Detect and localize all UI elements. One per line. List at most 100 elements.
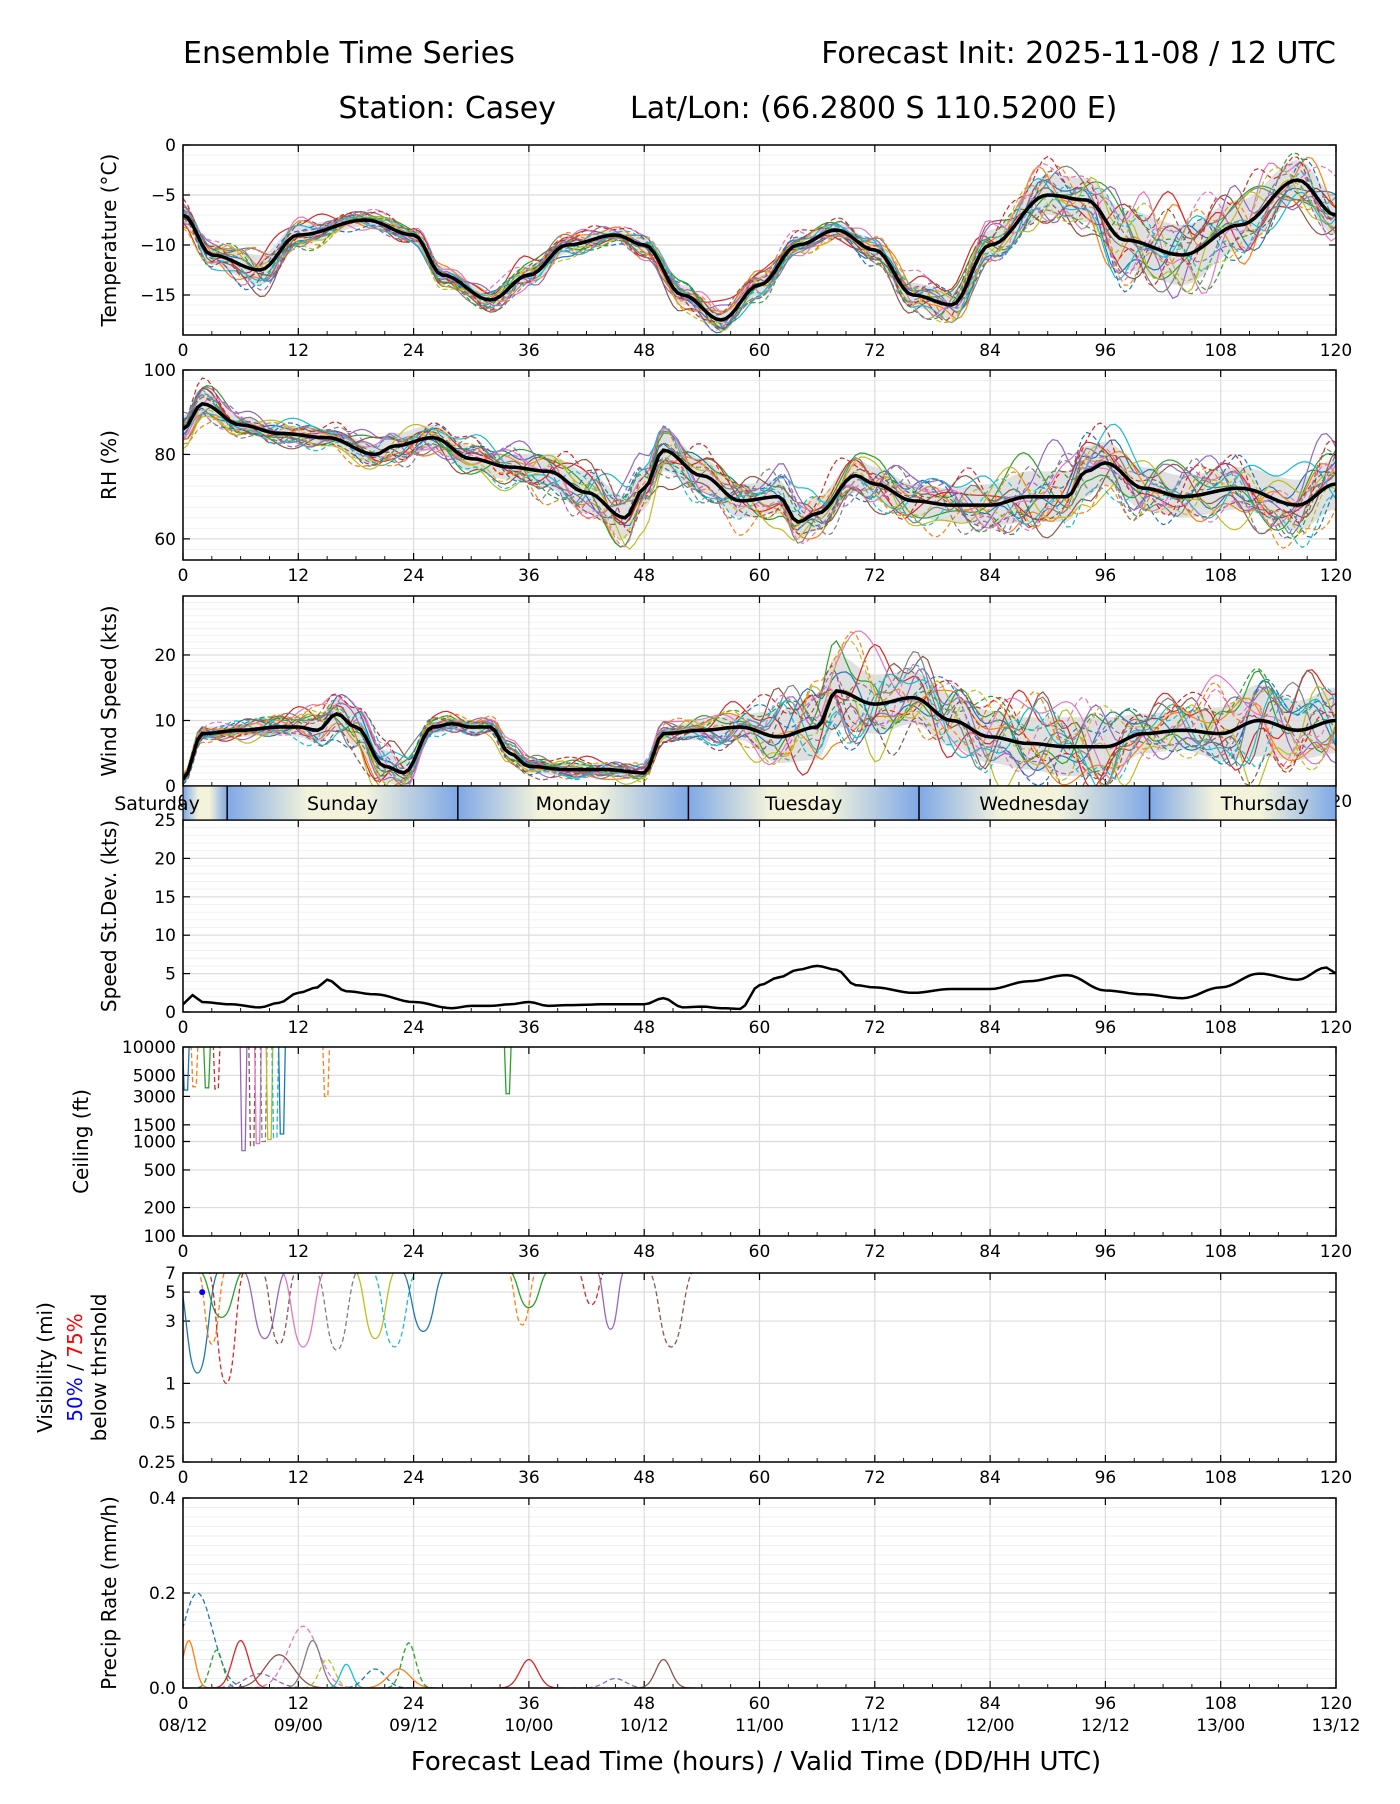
precip-ylabel: Precip Rate (mm/h) <box>97 1496 121 1690</box>
wind-member-line <box>183 680 1336 786</box>
visibility-member-dip <box>402 1273 444 1333</box>
stdev-ytick-label: 25 <box>154 811 176 831</box>
ceiling-member-dip <box>322 1047 331 1098</box>
visibility-xtick-label: 24 <box>403 1468 425 1488</box>
valid-time-label: 13/00 <box>1196 1716 1245 1736</box>
stdev-xtick-label: 0 <box>178 1018 189 1038</box>
visibility-member-dip <box>316 1273 357 1351</box>
visibility-ytick-label: 1 <box>165 1374 176 1394</box>
visibility-threshold-pct: 50% / 75% <box>63 1313 87 1421</box>
rh-xtick-label: 48 <box>633 566 655 586</box>
day-segment <box>183 786 228 820</box>
rh-xtick-label: 36 <box>518 566 540 586</box>
precip-axes: 0 12 24 36 48 60 72 84 96 108 120 0.4 0.2 0.0 <box>149 1489 1352 1714</box>
stdev-ytick-label: 0 <box>165 1003 176 1023</box>
precip-xtick-label: 60 <box>749 1694 771 1714</box>
valid-time-label: 12/12 <box>1081 1716 1130 1736</box>
temperature-xtick-label: 108 <box>1204 341 1236 361</box>
valid-time-label: 09/00 <box>274 1716 323 1736</box>
precip-xtick-label: 12 <box>287 1694 309 1714</box>
stdev-xtick-label: 96 <box>1095 1018 1117 1038</box>
day-band: Saturday Sunday Monday Tuesday Wednesday Thur… <box>114 785 1337 821</box>
precip-member-line <box>379 1642 438 1688</box>
temperature-xtick-label: 36 <box>518 341 540 361</box>
ceiling-member-dip <box>503 1047 512 1095</box>
stdev-series <box>183 964 1336 1011</box>
visibility-axes: 0 12 24 36 48 60 72 84 96 108 120 75 3 1 0.5 0.25 <box>138 1264 1352 1488</box>
ceiling-member-dip <box>190 1047 199 1088</box>
valid-time-label: 09/12 <box>389 1716 438 1736</box>
ceiling-xtick-label: 24 <box>403 1242 425 1262</box>
precip-member-line <box>183 1592 262 1688</box>
rh-ylabel: RH (%) <box>97 430 121 500</box>
rh-series <box>183 377 1336 550</box>
temperature-xtick-label: 48 <box>633 341 655 361</box>
visibility-ytick-label: 3 <box>165 1312 176 1332</box>
rh-member-line <box>183 412 1336 525</box>
wind-member-line <box>183 675 1336 786</box>
temperature-xtick-label: 12 <box>287 341 309 361</box>
temperature-spread-band <box>183 160 1336 330</box>
temperature-xtick-label: 0 <box>178 341 189 361</box>
stdev-xtick-label: 12 <box>287 1018 309 1038</box>
precip-member-line <box>196 1673 323 1688</box>
visibility-xtick-label: 96 <box>1095 1468 1117 1488</box>
temperature-ytick-label: −10 <box>140 236 176 256</box>
rh-xtick-label: 108 <box>1204 566 1236 586</box>
wind-ylabel: Wind Speed (kts) <box>97 605 121 776</box>
visibility-ytick-label: 0.5 <box>149 1414 176 1434</box>
visibility-frame <box>182 1272 1337 1463</box>
stdev-xtick-label: 72 <box>864 1018 886 1038</box>
wind-member-line <box>183 639 1336 786</box>
wind-ytick-label: 20 <box>154 646 176 666</box>
visibility-series <box>183 1273 693 1385</box>
temperature-member-line <box>183 171 1336 328</box>
ceiling-xtick-label: 72 <box>864 1242 886 1262</box>
day-label: Thursday <box>1220 793 1309 815</box>
visibility-xtick-label: 0 <box>178 1468 189 1488</box>
rh-xtick-label: 60 <box>749 566 771 586</box>
visibility-member-dip <box>262 1273 296 1345</box>
ceiling-ytick-label: 5000 <box>133 1066 176 1086</box>
ceiling-series <box>183 1047 512 1152</box>
stdev-xtick-label: 60 <box>749 1018 771 1038</box>
rh-ytick-label: 100 <box>144 361 176 381</box>
visibility-xtick-label: 12 <box>287 1468 309 1488</box>
panels: 0 12 24 36 48 60 72 84 96 108 1200−5−10−15Temperat… <box>33 136 1361 1736</box>
precip-member-line <box>630 1658 696 1688</box>
wind-member-line <box>183 671 1336 783</box>
visibility-ytick-label: 0.25 <box>138 1453 176 1473</box>
ceiling-xtick-label: 108 <box>1204 1242 1236 1262</box>
ceiling-ytick-label: 200 <box>144 1199 176 1219</box>
temperature-member-line <box>183 163 1336 323</box>
precip-xtick-label: 108 <box>1204 1694 1236 1714</box>
visibility-member-dip <box>355 1273 395 1340</box>
temperature-ytick-label: −5 <box>151 186 176 206</box>
title-left: Ensemble Time Series <box>183 36 515 71</box>
visibility-member-dip <box>597 1273 624 1330</box>
visibility-member-dip <box>200 1273 242 1319</box>
ceiling-member-dip <box>212 1047 221 1090</box>
rh-xtick-label: 120 <box>1320 566 1352 586</box>
temperature-ylabel: Temperature (°C) <box>97 154 121 328</box>
precip-xtick-label: 48 <box>633 1694 655 1714</box>
valid-time-label: 10/12 <box>620 1716 669 1736</box>
valid-time-label: 08/12 <box>159 1716 208 1736</box>
rh-xtick-label: 24 <box>403 566 425 586</box>
day-label: Saturday <box>114 793 200 815</box>
day-segment <box>688 786 919 820</box>
rh-ytick-label: 60 <box>154 530 176 550</box>
stdev-ytick-label: 10 <box>154 926 176 946</box>
rh-member-line <box>183 387 1336 525</box>
ceiling-member-dip <box>248 1047 257 1147</box>
visibility-ytick-label: 7 <box>165 1264 176 1284</box>
stdev-xtick-label: 48 <box>633 1018 655 1038</box>
precip-xtick-label: 84 <box>979 1694 1001 1714</box>
precip-xtick-label: 0 <box>178 1694 189 1714</box>
vis-50pct-marker <box>199 1289 206 1296</box>
precip-member-line <box>295 1658 358 1688</box>
ceiling-member-dip <box>277 1047 286 1135</box>
precip-frame <box>182 1497 1337 1689</box>
